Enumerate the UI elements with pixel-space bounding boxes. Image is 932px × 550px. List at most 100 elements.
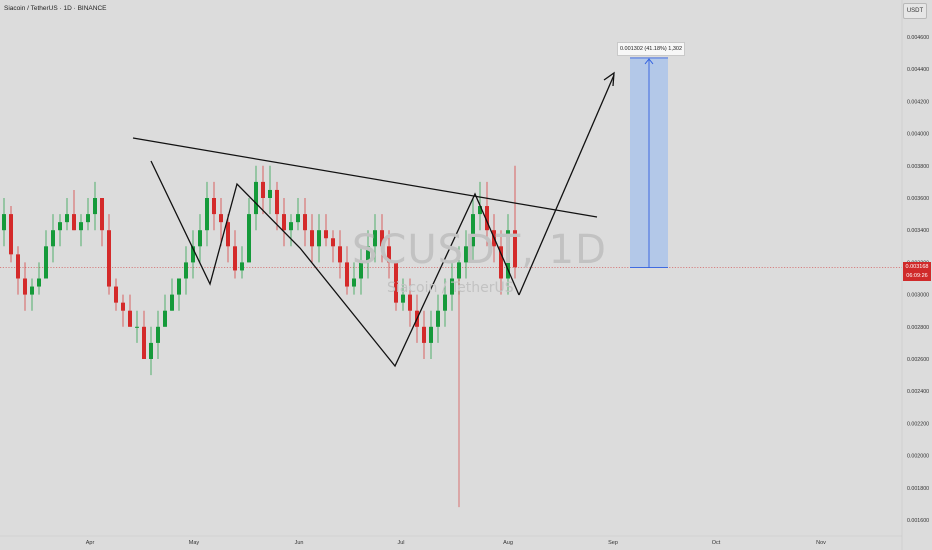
candle-down: [114, 286, 118, 303]
y-tick-label: 0.002800: [907, 325, 929, 331]
candle-up: [170, 294, 174, 311]
candle-up: [163, 310, 167, 327]
candle-down: [100, 198, 104, 231]
x-tick-label: Jul: [397, 540, 404, 546]
resistance-trendline: [132, 137, 598, 218]
candle-down: [331, 238, 335, 247]
candle-up: [443, 294, 447, 311]
x-tick-label: May: [189, 540, 200, 546]
candle-down: [107, 230, 111, 287]
x-tick-label: Aug: [503, 540, 513, 546]
candle-up: [268, 189, 272, 198]
y-tick-label: 0.001600: [907, 518, 929, 524]
candle-up: [156, 326, 160, 343]
candle-up: [79, 222, 83, 231]
y-tick-label: 0.003800: [907, 164, 929, 170]
candle-up: [198, 230, 202, 247]
candle-up: [366, 246, 370, 263]
candle-down: [408, 294, 412, 311]
candle-up: [205, 198, 209, 231]
candle-up: [471, 214, 475, 247]
candle-down: [142, 326, 146, 359]
candle-up: [177, 278, 181, 295]
candle-up: [436, 310, 440, 327]
candle-down: [282, 214, 286, 231]
y-tick-label: 0.002200: [907, 421, 929, 427]
x-tick-label: Oct: [712, 540, 721, 546]
candle-up: [30, 286, 34, 295]
candle-down: [226, 222, 230, 247]
candle-up: [352, 278, 356, 287]
candle-down: [310, 230, 314, 247]
candle-up: [401, 294, 405, 303]
y-tick-label: 0.003000: [907, 293, 929, 299]
candle-up: [359, 262, 363, 279]
candle-down: [219, 214, 223, 223]
candle-up: [254, 181, 258, 215]
candle-up: [247, 214, 251, 263]
x-tick-label: Jun: [295, 540, 304, 546]
current-price-tag: 0.003168 06:09:26: [903, 262, 931, 281]
candle-up: [37, 278, 41, 287]
candle-down: [233, 246, 237, 271]
candle-up: [478, 206, 482, 215]
candle-down: [212, 198, 216, 215]
candle-down: [72, 214, 76, 231]
projection-arrow-head: [603, 71, 615, 87]
candle-up: [44, 246, 48, 279]
y-tick-label: 0.003400: [907, 228, 929, 234]
current-price-value: 0.003168: [905, 264, 929, 270]
candle-up: [184, 262, 188, 279]
candle-up: [289, 222, 293, 231]
candle-up: [240, 262, 244, 271]
y-tick-label: 0.001800: [907, 486, 929, 492]
candle-down: [23, 278, 27, 295]
candle-up: [65, 214, 69, 223]
candle-down: [261, 181, 265, 198]
candle-up: [86, 214, 90, 223]
y-tick-label: 0.004400: [907, 67, 929, 73]
candle-down: [16, 254, 20, 279]
x-tick-label: Sep: [608, 540, 618, 546]
candle-down: [324, 230, 328, 239]
measure-arrow-head: [644, 58, 654, 65]
candle-up: [373, 230, 377, 247]
candle-down: [394, 262, 398, 303]
candle-down: [121, 302, 125, 311]
candle-down: [387, 246, 391, 263]
candle-up: [317, 230, 321, 247]
candle-down: [128, 310, 132, 327]
candle-up: [429, 326, 433, 343]
candle-up: [2, 214, 6, 231]
candle-up: [149, 342, 153, 359]
y-tick-label: 0.002400: [907, 389, 929, 395]
currency-badge[interactable]: USDT: [903, 3, 927, 19]
candle-down: [338, 246, 342, 263]
y-tick-label: 0.002000: [907, 454, 929, 460]
candle-up: [93, 198, 97, 215]
zigzag-pattern: [150, 160, 520, 368]
x-tick-label: Nov: [816, 540, 826, 546]
candle-down: [485, 206, 489, 231]
candle-down: [499, 246, 503, 279]
candle-down: [9, 214, 13, 255]
candle-down: [380, 230, 384, 247]
y-tick-label: 0.004200: [907, 99, 929, 105]
candle-up: [51, 230, 55, 247]
y-tick-label: 0.003600: [907, 196, 929, 202]
candle-up: [450, 278, 454, 295]
candle-up: [135, 326, 139, 328]
candle-up: [58, 222, 62, 231]
candle-up: [506, 230, 510, 279]
symbol-header: Siacoin / TetherUS · 1D · BINANCE: [4, 5, 107, 12]
candle-down: [303, 214, 307, 231]
candle-up: [191, 246, 195, 263]
candle-down: [513, 230, 517, 268]
candle-up: [464, 246, 468, 263]
y-tick-label: 0.004600: [907, 35, 929, 41]
y-tick-label: 0.004000: [907, 132, 929, 138]
countdown-timer: 06:09:26: [906, 272, 928, 279]
candle-down: [422, 326, 426, 343]
candle-up: [296, 214, 300, 223]
